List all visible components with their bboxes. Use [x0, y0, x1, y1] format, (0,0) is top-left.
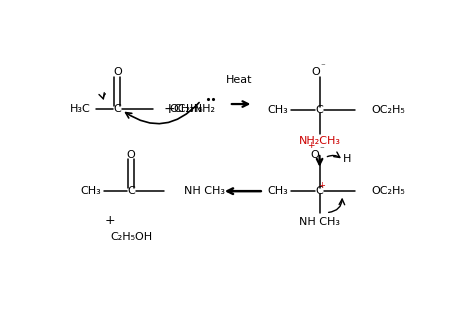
Text: C: C: [316, 186, 324, 196]
Text: CH₃NH₂: CH₃NH₂: [173, 104, 215, 114]
Text: +: +: [307, 141, 315, 150]
Text: OC₂H₅: OC₂H₅: [372, 105, 405, 115]
Text: ⁻: ⁻: [319, 145, 324, 154]
Text: NH CH₃: NH CH₃: [299, 217, 340, 227]
Text: O: O: [127, 150, 135, 160]
Text: C₂H₅OH: C₂H₅OH: [110, 232, 152, 241]
Text: O: O: [312, 67, 320, 77]
Text: CH₃: CH₃: [267, 105, 288, 115]
Text: C: C: [113, 104, 121, 114]
Text: NH₂CH₃: NH₂CH₃: [298, 136, 341, 146]
Text: OC₂H₅: OC₂H₅: [372, 186, 405, 196]
Text: OC₂H₅: OC₂H₅: [170, 104, 203, 114]
Text: H₃C: H₃C: [70, 104, 91, 114]
Text: O: O: [113, 67, 122, 77]
Text: +: +: [105, 215, 116, 228]
Text: CH₃: CH₃: [267, 186, 288, 196]
Text: +: +: [318, 181, 325, 190]
Text: +: +: [164, 102, 176, 116]
Text: C: C: [127, 186, 135, 196]
Text: H: H: [343, 154, 351, 164]
Text: NH CH₃: NH CH₃: [184, 186, 225, 196]
Text: CH₃: CH₃: [81, 186, 102, 196]
Text: C: C: [316, 105, 324, 115]
Text: O: O: [310, 150, 319, 160]
Text: ⁻: ⁻: [321, 63, 325, 72]
Text: Heat: Heat: [226, 75, 252, 85]
